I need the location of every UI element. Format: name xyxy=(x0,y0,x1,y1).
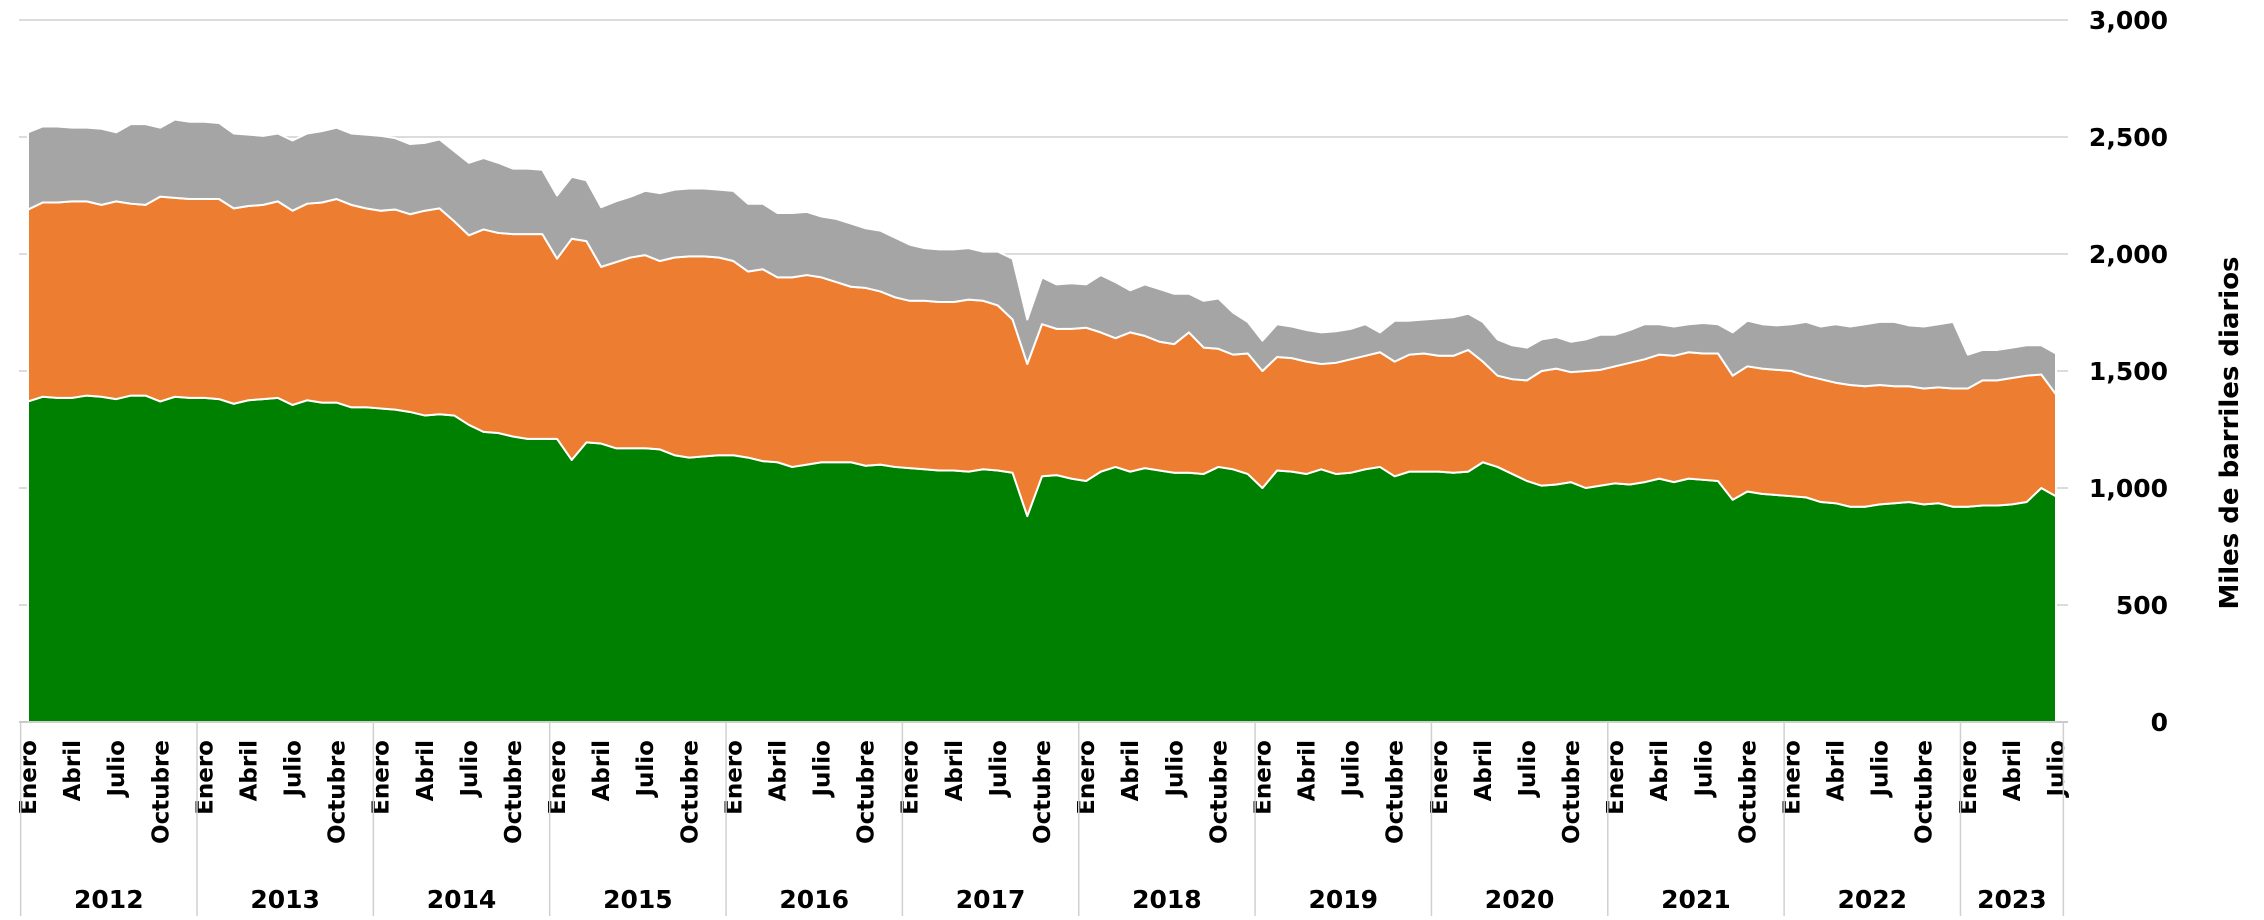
x-tick-label: Octubre xyxy=(501,740,527,844)
year-label: 2017 xyxy=(956,885,1026,914)
x-tick-label: Abril xyxy=(413,740,439,801)
x-tick-label: Enero xyxy=(1603,740,1629,815)
year-label: 2021 xyxy=(1661,885,1731,914)
x-tick-label: Abril xyxy=(1295,740,1321,801)
year-label: 2012 xyxy=(74,885,144,914)
x-tick-label: Julio xyxy=(1339,740,1365,799)
y-tick-label: 1,500 xyxy=(2089,357,2168,386)
x-tick-label: Julio xyxy=(1515,740,1541,799)
year-label: 2019 xyxy=(1308,885,1378,914)
x-tick-label: Octubre xyxy=(1735,740,1761,844)
x-tick-label: Julio xyxy=(1691,740,1717,799)
x-tick-label: Julio xyxy=(281,740,307,799)
x-tick-label: Abril xyxy=(1471,740,1497,801)
x-tick-label: Abril xyxy=(589,740,615,801)
x-tick-label: Octubre xyxy=(677,740,703,844)
x-tick-label: Octubre xyxy=(854,740,880,844)
y-tick-label: 3,000 xyxy=(2089,6,2168,35)
x-tick-label: Julio xyxy=(2044,740,2070,799)
x-tick-label: Enero xyxy=(16,740,42,815)
x-tick-label: Enero xyxy=(1779,740,1805,815)
x-tick-label: Abril xyxy=(942,740,968,801)
x-tick-label: Julio xyxy=(986,740,1012,799)
year-label: 2013 xyxy=(250,885,320,914)
x-tick-label: Octubre xyxy=(1206,740,1232,844)
year-label: 2020 xyxy=(1485,885,1555,914)
x-tick-label: Octubre xyxy=(1030,740,1056,844)
year-label: 2014 xyxy=(427,885,497,914)
y-tick-label: 2,500 xyxy=(2089,123,2168,152)
x-tick-label: Enero xyxy=(1956,740,1982,815)
y-axis-title: Miles de barriles diarios xyxy=(2215,256,2245,609)
x-tick-label: Abril xyxy=(236,740,262,801)
x-tick-label: Abril xyxy=(2000,740,2026,801)
x-tick-label: Enero xyxy=(1427,740,1453,815)
x-tick-label: Octubre xyxy=(325,740,351,844)
x-tick-label: Octubre xyxy=(1559,740,1585,844)
y-tick-label: 500 xyxy=(2116,591,2168,620)
x-tick-label: Abril xyxy=(1824,740,1850,801)
y-tick-label: 2,000 xyxy=(2089,240,2168,269)
x-tick-label: Enero xyxy=(1074,740,1100,815)
x-tick-label: Enero xyxy=(721,740,747,815)
x-tick-label: Julio xyxy=(1868,740,1894,799)
x-tick-label: Octubre xyxy=(1383,740,1409,844)
x-tick-label: Octubre xyxy=(1912,740,1938,844)
x-tick-label: Abril xyxy=(765,740,791,801)
x-tick-label: Enero xyxy=(1250,740,1276,815)
x-tick-label: Abril xyxy=(60,740,86,801)
x-tick-label: Julio xyxy=(457,740,483,799)
x-tick-label: Julio xyxy=(1162,740,1188,799)
area xyxy=(27,118,2057,396)
x-tick-label: Abril xyxy=(1647,740,1673,801)
x-tick-label: Julio xyxy=(810,740,836,799)
y-tick-label: 0 xyxy=(2151,708,2168,737)
y-tick-label: 1,000 xyxy=(2089,474,2168,503)
x-tick-label: Julio xyxy=(104,740,130,799)
year-label: 2018 xyxy=(1132,885,1202,914)
x-tick-label: Julio xyxy=(633,740,659,799)
x-tick-label: Enero xyxy=(369,740,395,815)
year-label: 2016 xyxy=(779,885,849,914)
year-label: 2022 xyxy=(1838,885,1908,914)
year-label: 2023 xyxy=(1977,885,2047,914)
x-tick-label: Enero xyxy=(545,740,571,815)
year-label: 2015 xyxy=(603,885,673,914)
x-tick-label: Abril xyxy=(1118,740,1144,801)
x-tick-label: Octubre xyxy=(148,740,174,844)
x-tick-label: Enero xyxy=(192,740,218,815)
x-tick-label: Enero xyxy=(898,740,924,815)
